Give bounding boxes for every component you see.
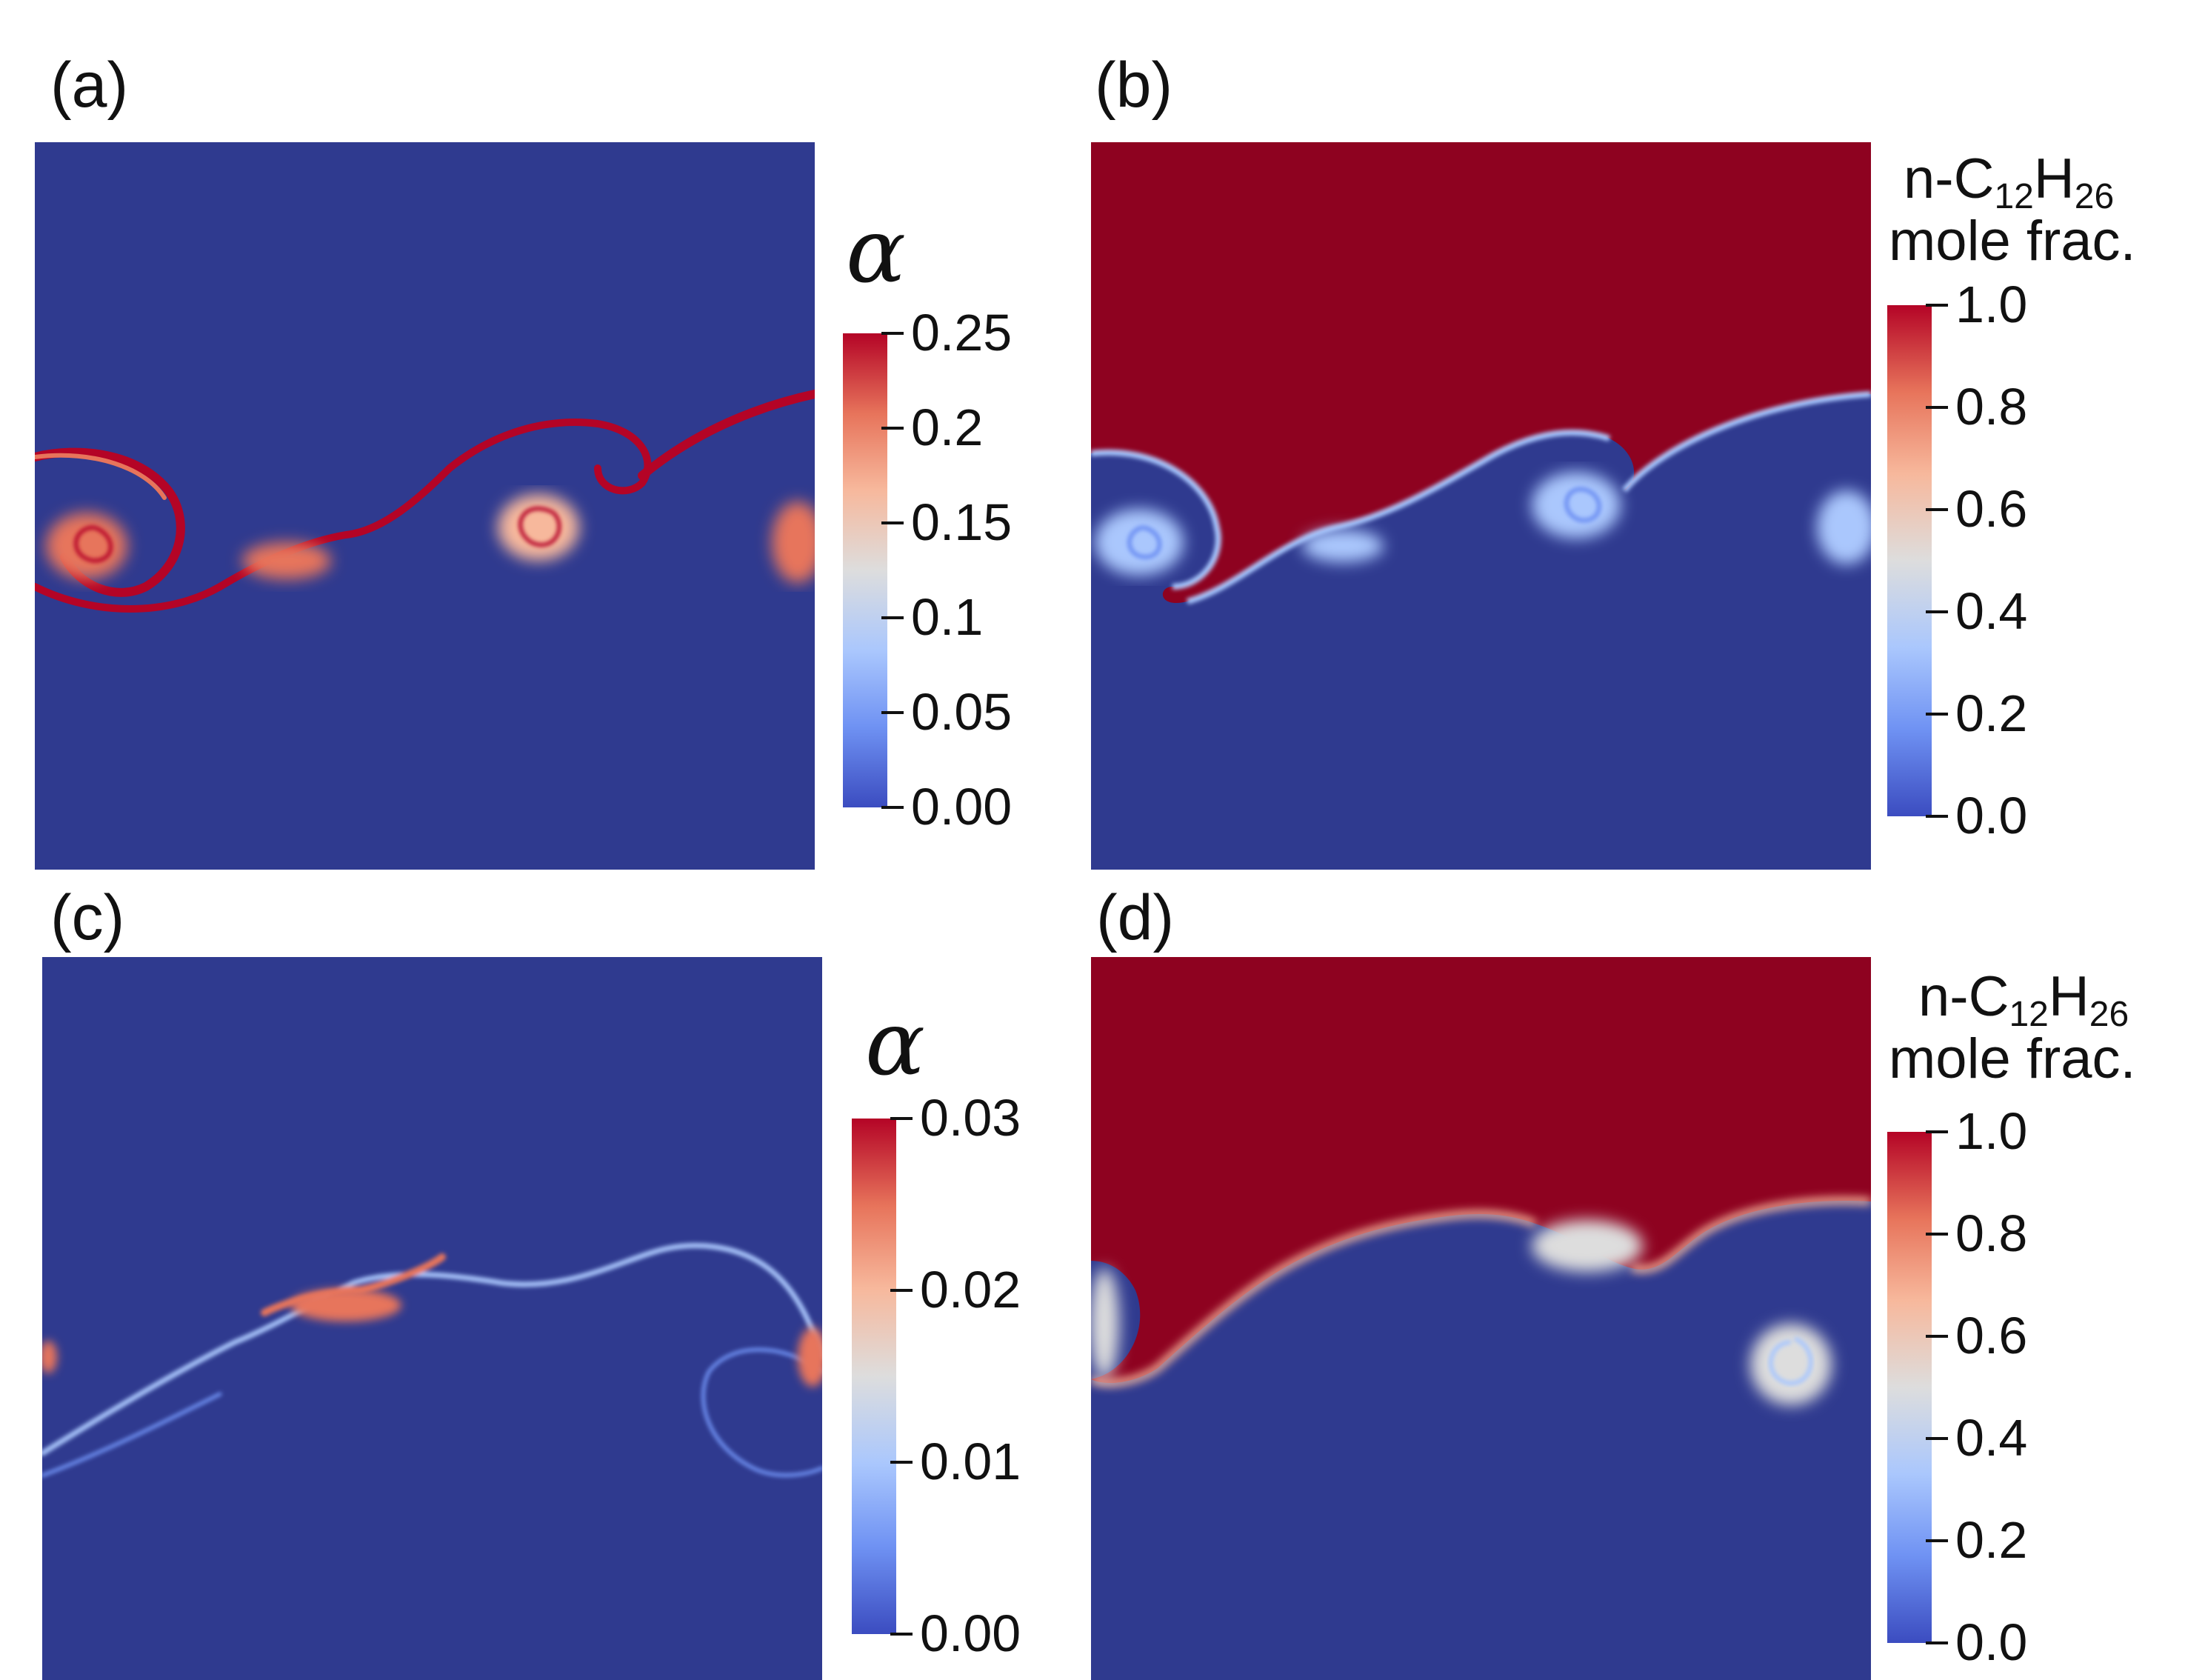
panel-b-mole-fraction-field xyxy=(1091,142,1871,870)
colorbar-tick-mark xyxy=(1926,406,1948,409)
panel-a-colorbar: α 0.25 0.2 0.15 0.1 0.05 0.00 xyxy=(837,200,1059,836)
colorbar-tick-mark xyxy=(881,521,904,524)
colorbar-tick-label: 0.15 xyxy=(911,493,1013,551)
colorbar-tick-mark xyxy=(890,1461,913,1464)
colorbar-tick-mark xyxy=(890,1117,913,1120)
panel-b-colorbar-title-species: n-C12H26 xyxy=(1904,147,2115,216)
panel-a-colorbar-title: α xyxy=(846,200,907,303)
colorbar-tick-label: 0.6 xyxy=(1955,1307,2028,1364)
colorbar-tick-label: 0.4 xyxy=(1955,1409,2028,1467)
colorbar-tick-mark xyxy=(1926,1233,1948,1236)
panel-a-label: (a) xyxy=(50,50,129,121)
colorbar-tick-mark xyxy=(1926,1335,1948,1338)
colorbar-tick-label: 0.00 xyxy=(911,778,1013,836)
colorbar-tick-label: 0.1 xyxy=(911,588,984,646)
panel-d-colorbar-title-species: n-C12H26 xyxy=(1918,965,2129,1034)
panel-d-colorbar: n-C12H26 mole frac. 1.0 0.8 0.6 0.4 0.2 0.0 xyxy=(1881,960,2205,1671)
colorbar-tick-mark xyxy=(1926,1641,1948,1644)
colorbar-tick-mark xyxy=(1926,508,1948,511)
panel-a-alpha-field xyxy=(35,142,815,870)
colorbar-tick-mark xyxy=(881,332,904,335)
panel-a-colorbar-gradient xyxy=(843,333,887,807)
panel-b-label: (b) xyxy=(1095,50,1173,121)
panel-c-label: (c) xyxy=(50,882,125,953)
colorbar-tick-mark xyxy=(1926,610,1948,613)
panel-d-mole-fraction-field xyxy=(1091,957,1871,1680)
panel-d-colorbar-gradient xyxy=(1887,1132,1932,1643)
colorbar-tick-label: 0.05 xyxy=(911,683,1013,741)
colorbar-tick-mark xyxy=(881,806,904,809)
colorbar-tick-mark xyxy=(1926,1539,1948,1542)
colorbar-tick-mark xyxy=(1926,304,1948,307)
colorbar-tick-label: 0.8 xyxy=(1955,378,2028,436)
colorbar-tick-label: 1.0 xyxy=(1955,276,2028,333)
panel-c-colorbar-gradient xyxy=(852,1119,896,1634)
colorbar-tick-label: 0.2 xyxy=(1955,1511,2028,1569)
colorbar-tick-label: 0.8 xyxy=(1955,1204,2028,1262)
colorbar-tick-mark xyxy=(1926,1437,1948,1440)
colorbar-tick-label: 0.25 xyxy=(911,304,1013,361)
panel-b-colorbar-title-quantity: mole frac. xyxy=(1889,210,2136,273)
panel-b-colorbar-gradient xyxy=(1887,305,1932,816)
colorbar-tick-label: 1.0 xyxy=(1955,1102,2028,1160)
panel-c-colorbar-title: α xyxy=(865,993,926,1096)
colorbar-tick-mark xyxy=(881,711,904,714)
colorbar-tick-mark xyxy=(890,1633,913,1636)
colorbar-tick-label: 0.0 xyxy=(1955,1613,2028,1671)
colorbar-tick-mark xyxy=(1926,1130,1948,1133)
colorbar-tick-label: 0.2 xyxy=(911,399,984,456)
colorbar-tick-label: 0.00 xyxy=(920,1604,1021,1662)
colorbar-tick-mark xyxy=(1926,815,1948,818)
panel-b-colorbar: n-C12H26 mole frac. 1.0 0.8 0.6 0.4 0.2 0.0 xyxy=(1881,141,2205,841)
colorbar-tick-label: 0.02 xyxy=(920,1261,1021,1319)
colorbar-tick-mark xyxy=(881,616,904,619)
colorbar-tick-label: 0.03 xyxy=(920,1089,1021,1147)
colorbar-tick-label: 0.6 xyxy=(1955,480,2028,538)
colorbar-tick-label: 0.0 xyxy=(1955,787,2028,844)
panel-c-alpha-field xyxy=(42,957,822,1680)
colorbar-tick-label: 0.2 xyxy=(1955,684,2028,742)
panel-d-colorbar-title-quantity: mole frac. xyxy=(1889,1027,2136,1090)
panel-c-colorbar: α 0.03 0.02 0.01 0.00 xyxy=(844,993,1089,1659)
colorbar-tick-mark xyxy=(890,1289,913,1292)
colorbar-tick-label: 0.4 xyxy=(1955,582,2028,640)
panel-d-label: (d) xyxy=(1096,882,1175,953)
colorbar-tick-mark xyxy=(881,427,904,430)
colorbar-tick-label: 0.01 xyxy=(920,1433,1021,1490)
colorbar-tick-mark xyxy=(1926,713,1948,716)
